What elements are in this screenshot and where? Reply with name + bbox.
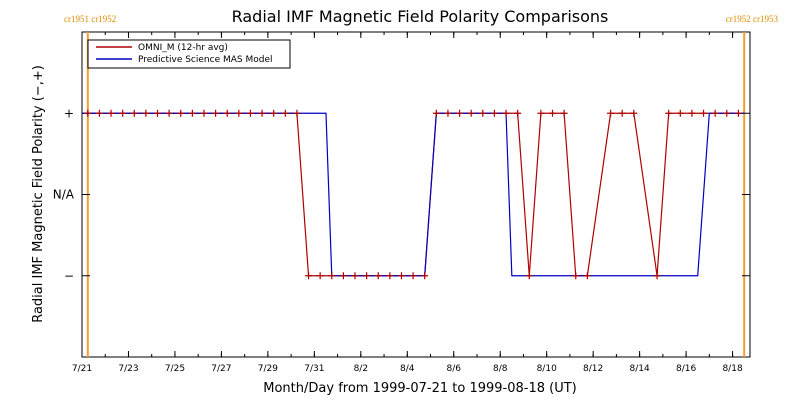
data-point-marker: [549, 109, 557, 117]
data-point-marker: [305, 272, 313, 280]
x-tick-label: 7/21: [72, 364, 92, 374]
data-point-marker: [293, 109, 301, 117]
data-point-marker: [607, 109, 615, 117]
data-point-marker: [490, 109, 498, 117]
plot-frame: [81, 31, 751, 358]
data-point-marker: [177, 109, 185, 117]
x-tick-label: 8/10: [537, 364, 557, 374]
data-point-marker: [363, 272, 371, 280]
x-tick-label: 7/23: [118, 364, 138, 374]
x-axis-ticks: 7/21 7/23 7/25 7/27 7/29 7/31 8/2 8/4 8/6 8/8 8/10…: [72, 32, 743, 374]
data-point-marker: [525, 272, 533, 280]
data-point-marker: [421, 272, 429, 280]
data-point-marker: [653, 272, 661, 280]
data-point-marker: [119, 109, 127, 117]
data-point-marker: [142, 109, 150, 117]
data-point-marker: [107, 109, 115, 117]
x-tick-label: 8/14: [630, 364, 650, 374]
data-point-marker: [374, 272, 382, 280]
data-point-marker: [328, 272, 336, 280]
data-point-marker: [514, 109, 522, 117]
data-point-marker: [188, 109, 196, 117]
x-tick-label: 8/12: [583, 364, 603, 374]
data-point-marker: [386, 272, 394, 280]
x-tick-label: 8/8: [493, 364, 508, 374]
data-point-marker: [665, 109, 673, 117]
data-point-marker: [246, 109, 254, 117]
data-point-marker: [560, 109, 568, 117]
data-point-marker: [618, 109, 626, 117]
x-tick-label: 7/25: [165, 364, 185, 374]
data-point-marker: [130, 109, 138, 117]
data-point-marker: [700, 109, 708, 117]
x-tick-label: 8/16: [676, 364, 696, 374]
data-point-marker: [397, 272, 405, 280]
data-point-marker: [409, 272, 417, 280]
x-tick-label: 8/18: [722, 364, 742, 374]
x-axis-label: Month/Day from 1999-07-21 to 1999-08-18 …: [263, 381, 576, 396]
data-point-marker: [212, 109, 220, 117]
legend-label-mas: Predictive Science MAS Model: [138, 55, 273, 65]
x-tick-label: 8/4: [400, 364, 415, 374]
y-tick-label: +: [64, 106, 74, 120]
chart-title: Radial IMF Magnetic Field Polarity Compa…: [232, 7, 609, 26]
data-point-marker: [154, 109, 162, 117]
legend: OMNI_M (12-hr avg) Predictive Science MA…: [87, 39, 291, 69]
data-point-marker: [711, 109, 719, 117]
x-tick-label: 7/27: [211, 364, 231, 374]
data-point-marker: [281, 109, 289, 117]
data-point-marker: [223, 109, 231, 117]
data-point-marker: [688, 109, 696, 117]
data-point-marker: [270, 109, 278, 117]
carrington-label-left: cr1951 cr1952: [64, 14, 116, 24]
data-point-marker: [572, 272, 580, 280]
series-line-omni: [87, 112, 739, 277]
x-tick-label: 8/6: [447, 364, 462, 374]
x-tick-label: 7/31: [304, 364, 324, 374]
data-point-marker: [351, 272, 359, 280]
y-axis-label: Radial IMF Magnetic Field Polarity (−,+): [31, 65, 46, 323]
data-point-marker: [165, 109, 173, 117]
data-point-marker: [200, 109, 208, 117]
legend-box: [87, 39, 291, 69]
data-point-marker: [467, 109, 475, 117]
data-point-marker: [95, 109, 103, 117]
data-point-marker: [734, 109, 742, 117]
data-point-marker: [676, 109, 684, 117]
data-point-marker: [258, 109, 266, 117]
data-point-marker: [456, 109, 464, 117]
series-markers: [84, 109, 742, 280]
data-point-marker: [537, 109, 545, 117]
carrington-label-right: cr1952 cr1953: [726, 14, 779, 24]
x-tick-label: 8/2: [354, 364, 368, 374]
data-point-marker: [432, 109, 440, 117]
data-point-marker: [316, 272, 324, 280]
data-point-marker: [583, 272, 591, 280]
data-point-marker: [479, 109, 487, 117]
data-point-marker: [444, 109, 452, 117]
data-point-marker: [723, 109, 731, 117]
data-point-marker: [339, 272, 347, 280]
x-tick-label: 7/29: [258, 364, 278, 374]
y-tick-label: −: [64, 269, 74, 283]
series-lines: [82, 112, 745, 277]
legend-label-omni: OMNI_M (12-hr avg): [138, 43, 228, 53]
data-point-marker: [630, 109, 638, 117]
data-point-marker: [84, 109, 92, 117]
data-point-marker: [235, 109, 243, 117]
y-tick-label: N/A: [53, 188, 75, 202]
data-point-marker: [502, 109, 510, 117]
